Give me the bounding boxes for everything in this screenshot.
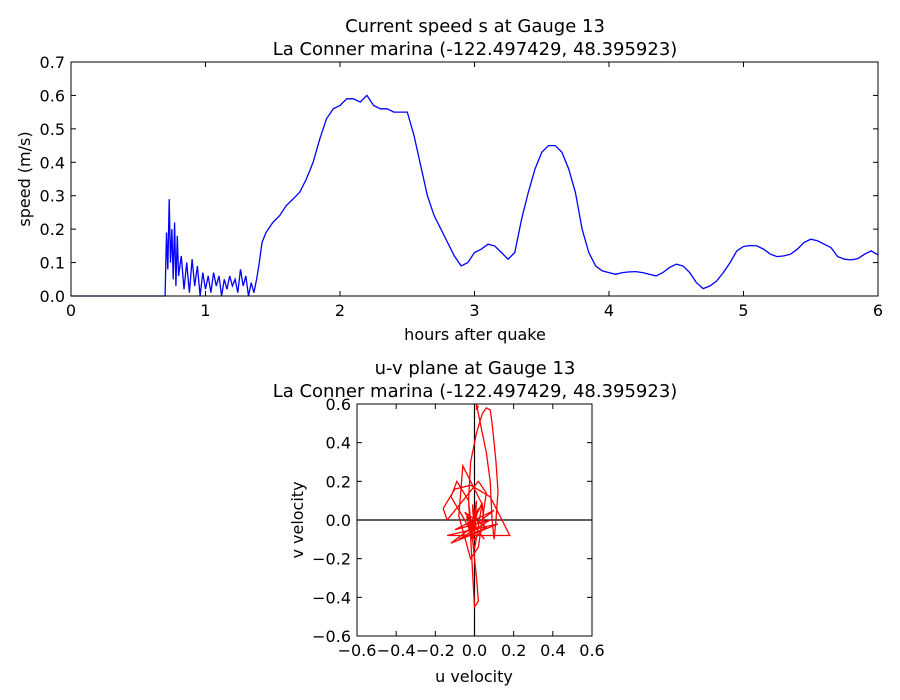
speed-ytick-label: 0.7 [40, 53, 65, 72]
uv-xtick-label: 0.0 [462, 641, 487, 660]
speed-ytick-label: 0.3 [40, 187, 65, 206]
uv-ytick-label: −0.4 [312, 588, 351, 607]
uv-xtick-label: −0.2 [416, 641, 455, 660]
speed-chart-ylabel: speed (m/s) [15, 131, 34, 226]
speed-chart: Current speed s at Gauge 13 La Conner ma… [15, 16, 883, 344]
speed-chart-frame [70, 61, 879, 297]
uv-xtick-label: 0.4 [540, 641, 565, 660]
uv-xtick-label: 0.2 [501, 641, 526, 660]
uv-chart-ticks: −0.6 −0.4 −0.2 0.0 0.2 0.4 0.6−0.6−0.4−0.20.00… [312, 395, 605, 660]
speed-ytick-label: 0.1 [40, 254, 65, 273]
uv-chart-title: u-v plane at Gauge 13 [375, 358, 576, 379]
uv-xtick-label: −0.6 [338, 641, 377, 660]
uv-chart-ylabel: v velocity [288, 481, 307, 558]
speed-chart-title: Current speed s at Gauge 13 [345, 16, 605, 37]
speed-xtick-label: 6 [873, 301, 883, 320]
speed-xtick-label: 0 [66, 301, 76, 320]
uv-chart-frame [356, 403, 593, 637]
speed-ytick-label: 0.5 [40, 120, 65, 139]
uv-ytick-label: 0.4 [326, 434, 351, 453]
speed-series-line [71, 94, 879, 297]
speed-ytick-label: 0.6 [40, 86, 65, 105]
speed-xtick-label: 2 [335, 301, 345, 320]
uv-chart: u-v plane at Gauge 13 La Conner marina (… [273, 358, 678, 686]
uv-xtick-label: 0.6 [579, 641, 604, 660]
speed-xtick-label: 5 [738, 301, 748, 320]
uv-ytick-label: −0.2 [312, 550, 351, 569]
uv-ytick-label: 0.6 [326, 395, 351, 414]
speed-xtick-label: 3 [469, 301, 479, 320]
uv-xtick-label: −0.4 [377, 641, 416, 660]
uv-chart-xlabel: u velocity [435, 667, 513, 686]
uv-ytick-label: 0.2 [326, 472, 351, 491]
speed-ytick-label: 0.2 [40, 220, 65, 239]
speed-xtick-label: 4 [604, 301, 614, 320]
uv-ytick-label: 0.0 [326, 511, 351, 530]
speed-ytick-label: 0.4 [40, 153, 65, 172]
uv-ytick-label: −0.6 [312, 627, 351, 646]
uv-chart-subtitle: La Conner marina (-122.497429, 48.395923… [273, 381, 678, 402]
speed-chart-subtitle: La Conner marina (-122.497429, 48.395923… [273, 39, 678, 60]
uv-trajectory-line [442, 403, 511, 609]
speed-xtick-label: 1 [200, 301, 210, 320]
speed-chart-xlabel: hours after quake [404, 325, 546, 344]
speed-chart-ticks: 0 1 2 3 4 5 6 0.0 0.1 0.2 0.3 0.4 0.5 0.6 0.7 [40, 53, 884, 320]
speed-ytick-label: 0.0 [40, 287, 65, 306]
